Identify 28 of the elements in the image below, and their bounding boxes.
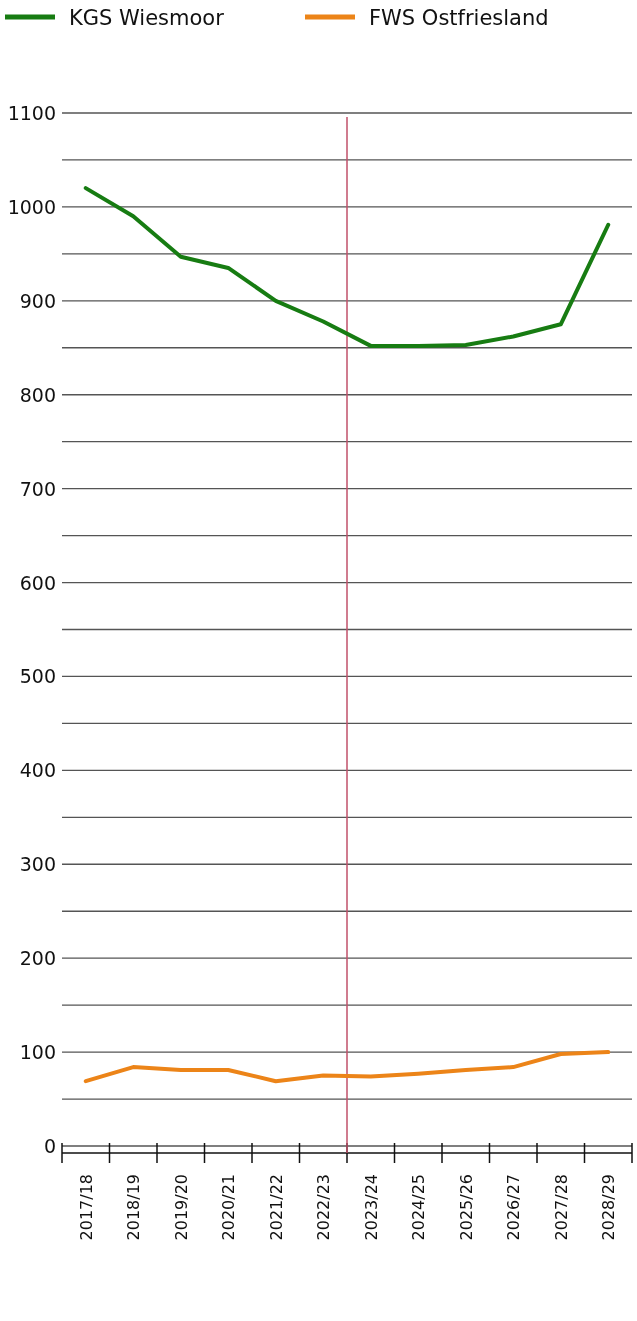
y-tick-label: 1100	[7, 102, 56, 124]
line-series	[83, 186, 611, 348]
x-tick-label: 2023/24	[361, 1174, 381, 1241]
x-tick-label: 2025/26	[456, 1174, 476, 1241]
x-tick-label: 2019/20	[171, 1174, 191, 1241]
y-tick-label: 400	[19, 759, 56, 782]
x-tick-label: 2021/22	[266, 1174, 286, 1241]
x-tick-label: 2027/28	[551, 1174, 571, 1241]
y-tick-label: 500	[19, 665, 56, 688]
y-tick-label: 1000	[7, 195, 56, 218]
legend-label: KGS Wiesmoor	[69, 6, 225, 30]
x-tick-label: 2024/25	[409, 1174, 429, 1241]
y-tick-label: 800	[19, 383, 56, 406]
y-tick-label: 100	[19, 1041, 56, 1064]
x-tick-label: 2017/18	[76, 1174, 96, 1241]
x-tick-label: 2028/29	[599, 1174, 619, 1241]
x-tick-label: 2026/27	[504, 1174, 524, 1241]
x-tick-label: 2022/23	[314, 1174, 334, 1241]
x-tick-label: 2018/19	[124, 1174, 144, 1241]
y-tick-label: 200	[19, 947, 56, 970]
y-tick-label: 600	[19, 571, 56, 594]
y-tick-label: 0	[43, 1135, 56, 1157]
y-tick-label: 900	[19, 289, 56, 312]
line-series	[83, 1050, 611, 1084]
y-tick-label: 700	[19, 477, 56, 500]
y-tick-label: 300	[19, 853, 56, 876]
x-tick-label: 2020/21	[219, 1174, 239, 1241]
legend-label: FWS Ostfriesland	[369, 6, 549, 30]
